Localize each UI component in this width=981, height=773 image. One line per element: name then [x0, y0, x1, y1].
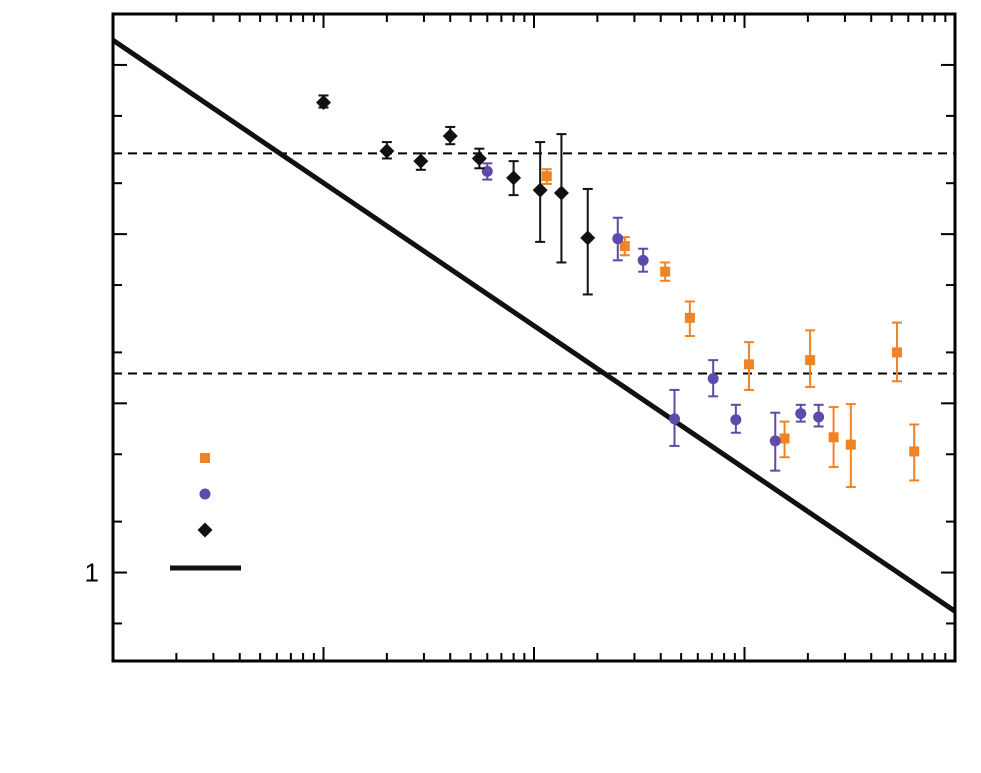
data-point [619, 241, 630, 252]
data-point [316, 94, 331, 110]
data-point [471, 150, 487, 166]
legend-marker-diamond [197, 522, 213, 538]
data-point [813, 411, 825, 423]
data-point [891, 347, 902, 358]
series-diamond [316, 94, 596, 296]
data-point [845, 439, 856, 450]
data-point [730, 414, 742, 426]
data-point [707, 373, 719, 385]
legend-marker-circle [199, 488, 211, 500]
data-point [805, 355, 816, 366]
data-point [769, 435, 781, 447]
data-point [743, 359, 754, 370]
series-layer [316, 94, 920, 489]
reference-lines [113, 152, 955, 375]
series-square [541, 168, 920, 489]
axes-layer: 1 [85, 12, 957, 663]
legend-marker-square [200, 453, 210, 463]
data-point [795, 408, 807, 420]
fit-line [113, 38, 955, 614]
data-point [481, 165, 493, 177]
data-point [660, 266, 671, 277]
data-point [909, 446, 920, 457]
data-point [413, 153, 429, 169]
y-tick-label: 1 [85, 558, 99, 588]
data-point [506, 170, 522, 186]
data-point [684, 312, 695, 323]
data-point [442, 128, 458, 144]
fit-line-layer [113, 38, 955, 614]
data-point [637, 254, 649, 266]
data-point [612, 233, 624, 245]
data-point [779, 433, 790, 444]
data-point [828, 432, 839, 443]
data-point [541, 171, 552, 182]
legend [170, 453, 241, 571]
data-point [553, 185, 569, 201]
data-point [668, 413, 680, 425]
data-point [580, 230, 596, 246]
data-point [532, 182, 548, 198]
series-circle [481, 162, 825, 472]
data-point [379, 143, 395, 159]
